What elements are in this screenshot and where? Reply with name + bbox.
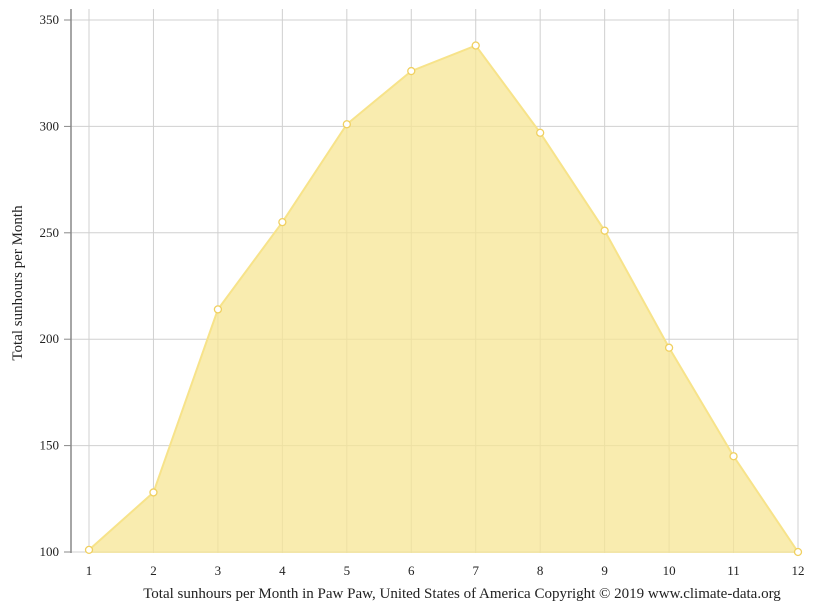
data-point-month-7 — [471, 41, 480, 50]
x-axis-title: Total sunhours per Month in Paw Paw, Uni… — [143, 586, 781, 602]
data-point-month-9 — [600, 226, 609, 235]
sunhours-line — [88, 44, 799, 553]
data-point-month-3 — [213, 305, 223, 314]
data-point-month-4 — [278, 218, 287, 227]
data-point-month-10 — [664, 343, 674, 352]
data-point-month-12 — [793, 547, 803, 557]
x-tick-label: 12 — [792, 563, 805, 578]
data-point-month-8 — [536, 128, 545, 137]
y-tick-label: 200 — [40, 331, 60, 346]
y-tick-labels: 100 150 200 250 300 350 — [40, 12, 60, 559]
data-point-month-6 — [407, 66, 416, 76]
x-tick-label: 3 — [215, 563, 222, 578]
x-tick-label: 4 — [279, 563, 286, 578]
data-points — [84, 41, 803, 557]
y-tick-label: 100 — [40, 544, 60, 559]
x-tick-label: 11 — [727, 563, 740, 578]
x-tick-label: 7 — [472, 563, 479, 578]
x-tick-label: 5 — [344, 563, 351, 578]
data-point-month-2 — [149, 488, 158, 497]
x-tick-label: 2 — [150, 563, 157, 578]
x-tick-label: 6 — [408, 563, 415, 578]
data-point-month-1 — [84, 545, 94, 555]
y-axis-title: Total sunhours per Month — [10, 205, 26, 361]
axes — [64, 9, 72, 553]
y-tick-label: 300 — [40, 118, 60, 133]
y-tick-label: 250 — [40, 225, 60, 240]
x-tick-label: 10 — [663, 563, 676, 578]
x-tick-label: 1 — [86, 563, 93, 578]
data-point-month-5 — [342, 120, 351, 129]
x-tick-label: 8 — [537, 563, 544, 578]
x-tick-labels: 1 2 3 4 5 6 7 8 9 10 11 12 — [86, 563, 805, 578]
x-tick-label: 9 — [601, 563, 608, 578]
y-tick-label: 150 — [40, 438, 60, 453]
data-point-month-11 — [729, 452, 738, 461]
y-tick-label: 350 — [40, 12, 60, 27]
sunhours-area — [89, 45, 798, 553]
